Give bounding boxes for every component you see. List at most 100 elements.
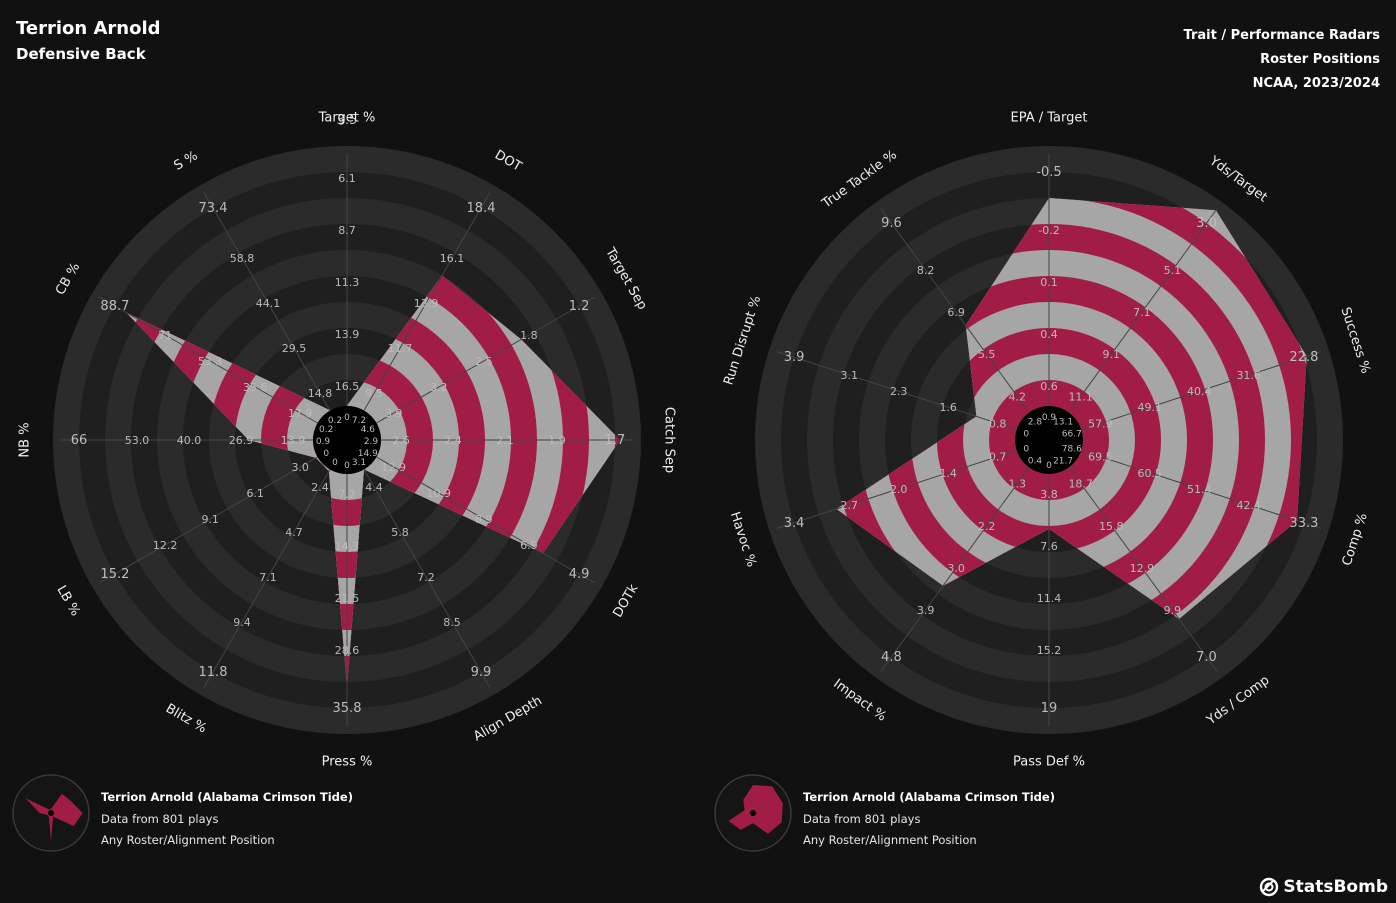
axis-label-dotk: DOTk: [610, 581, 641, 620]
tick-label: 7.6: [1040, 540, 1058, 553]
tick-label: 66: [71, 433, 88, 448]
legend-plays: Data from 801 plays: [803, 811, 921, 826]
tick-label: 8.7: [338, 224, 356, 237]
report-title: Trait / Performance Radars: [1183, 28, 1380, 43]
tick-label: 4.6: [361, 425, 376, 435]
radar-spoke: [776, 450, 1017, 529]
tick-label: 0.4: [1028, 456, 1043, 466]
tick-label: 11.3: [335, 276, 360, 289]
tick-label: 7.2: [417, 571, 435, 584]
tick-label: 0: [323, 449, 329, 459]
tick-label: 9.9: [1164, 604, 1182, 617]
header-right: Trait / Performance Radars Roster Positi…: [1184, 24, 1380, 96]
radar-spoke: [376, 296, 595, 424]
tick-label: 9.1: [201, 513, 219, 526]
tick-label: 3.5: [337, 113, 358, 128]
tick-label: 2.2: [978, 520, 996, 533]
tick-label: 35.8: [333, 701, 362, 716]
tick-label: 40.4: [1187, 385, 1212, 398]
tick-label: 0.9: [1042, 413, 1057, 423]
mini-radar-center: [750, 810, 756, 816]
axis-label-comp: Comp %: [1340, 511, 1371, 567]
legend-right: Terrion Arnold (Alabama Crimson Tide) Da…: [803, 787, 1055, 852]
tick-label: 9.9: [471, 665, 492, 680]
tick-label: 12.9: [382, 461, 407, 474]
tick-label: 44.1: [256, 297, 281, 310]
tick-label: 1.9: [548, 434, 566, 447]
legend-mini-radar-left: [12, 774, 90, 852]
tick-label: 28.6: [335, 644, 360, 657]
tick-label: 8.2: [917, 264, 935, 277]
axis-label-pass-def: Pass Def %: [1013, 755, 1085, 770]
axis-label-impact: Impact %: [830, 676, 889, 724]
radar-spoke: [99, 456, 318, 584]
player-name: Terrion Arnold: [16, 18, 161, 39]
tick-label: 7.1: [1133, 306, 1151, 319]
tick-label: 40.0: [177, 434, 202, 447]
tick-label: 17.9: [288, 407, 313, 420]
tick-label: 12.2: [153, 539, 178, 552]
legend-player-name: Terrion Arnold (Alabama Crimson Tide): [101, 790, 353, 804]
tick-label: 53.0: [125, 434, 150, 447]
tick-label: 3.8: [1040, 488, 1058, 501]
radar-spoke: [376, 456, 595, 584]
tick-label: 33.3: [1289, 516, 1318, 531]
axis-label-havoc: Havoc %: [727, 510, 759, 569]
axis-label-catch-sep: Catch Sep: [662, 407, 677, 473]
tick-label: 11.8: [199, 665, 228, 680]
axis-label-run-disrupt: Run Disrupt %: [721, 294, 764, 387]
tick-label: 3.9: [917, 604, 935, 617]
tick-label: 7.1: [259, 571, 277, 584]
axis-label-press: Press %: [322, 755, 373, 770]
tick-label: 14.9: [358, 449, 378, 459]
tick-label: 1.7: [605, 433, 626, 448]
tick-label: 15.8: [1099, 520, 1124, 533]
tick-label: 6.1: [338, 172, 356, 185]
tick-label: 5.5: [978, 348, 996, 361]
tick-label: 16.1: [440, 252, 465, 265]
legend-position-filter: Any Roster/Alignment Position: [803, 833, 977, 847]
mini-radar-shape: [25, 793, 83, 842]
axis-label-s: S %: [172, 148, 201, 173]
report-season: NCAA, 2023/2024: [1252, 76, 1380, 91]
legend-plays: Data from 801 plays: [101, 811, 219, 826]
axis-label-epa-target: EPA / Target: [1011, 111, 1088, 126]
tick-label: 1.2: [569, 299, 590, 314]
tick-label: 0.8: [989, 417, 1007, 430]
tick-label: 57.9: [1088, 417, 1113, 430]
tick-label: 19: [1041, 701, 1058, 716]
tick-label: 3.9: [385, 407, 403, 420]
tick-label: 3.0: [947, 562, 965, 575]
tick-label: 29.5: [282, 342, 307, 355]
tick-label: 7.0: [1196, 650, 1217, 665]
tick-label: 60.5: [1138, 467, 1163, 480]
tick-label: 6.9: [520, 539, 538, 552]
tick-label: 5.1: [1164, 264, 1182, 277]
tick-label: 21.7: [1053, 456, 1073, 466]
tick-label: 15.2: [100, 567, 129, 582]
tick-label: 69.5: [1088, 451, 1113, 464]
tick-label: 0.9: [316, 437, 331, 447]
axis-label-success: Success %: [1337, 305, 1373, 375]
tick-label: 49.1: [1138, 401, 1163, 414]
tick-label: 0: [1023, 430, 1029, 440]
tick-label: 3.2: [430, 381, 448, 394]
tick-label: 9.1: [1103, 348, 1121, 361]
tick-label: 18.4: [467, 201, 496, 216]
tick-label: 9.5: [365, 387, 383, 400]
tick-label: 2.4: [444, 434, 462, 447]
tick-label: 0.1: [1040, 276, 1058, 289]
radar-center-hole: [313, 406, 381, 474]
axis-label-cb: CB %: [53, 260, 83, 297]
tick-label: 0: [1046, 461, 1052, 471]
tick-label: 10.9: [427, 487, 452, 500]
axis-label-nb: NB %: [18, 422, 33, 457]
mini-radar-shape: [728, 785, 783, 834]
legend-mini-radar-right: [714, 774, 792, 852]
tick-label: 14.3: [335, 540, 360, 553]
tick-label: 4.7: [285, 526, 303, 539]
axis-label-target: Target %: [318, 111, 376, 126]
tick-label: 2.8: [1028, 418, 1043, 428]
tick-label: 31.6: [1236, 369, 1261, 382]
radar-spoke: [1068, 467, 1218, 672]
